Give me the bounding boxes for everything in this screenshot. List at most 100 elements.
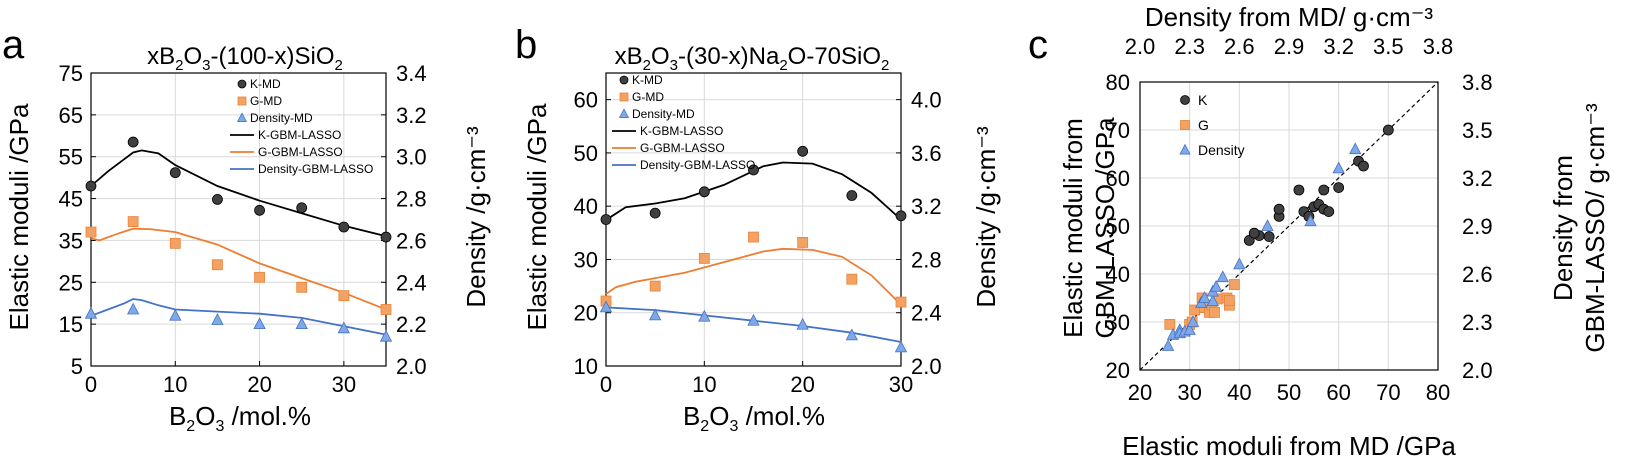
panel-b-point-density-md: [649, 308, 662, 321]
panel-b-ytick-right-label: 3.6: [911, 141, 942, 166]
panel-b-point-k-md: [649, 207, 661, 219]
panel-c-right-tick-label: 2.3: [1462, 310, 1493, 335]
panel-c-right-tick-label: 3.2: [1462, 166, 1493, 191]
panel-a-frame: [90, 72, 387, 367]
panel-b-point-k-md: [748, 164, 759, 176]
panel-c-point-density: [1349, 142, 1362, 155]
panel-a-point-density-md: [253, 317, 266, 330]
panel-a-legend-marker: [237, 79, 247, 89]
panel-a-ytick-left-label: 5: [71, 354, 83, 379]
panel-c-ytick-label: 30: [1106, 310, 1130, 335]
panel-a-xlabel: B2O3 /mol.%: [169, 401, 311, 435]
panel-c-right-tick-label: 2.9: [1462, 214, 1493, 239]
panel-a-point-g-md: [85, 226, 97, 238]
panel-c-point-g: [1224, 294, 1235, 306]
panel-c-point-k: [1358, 160, 1369, 172]
panel-a-xtick-label: 0: [85, 372, 97, 397]
panel-c: c Density from MD/ g·cm⁻³ 20 30 40 50 60 70 80…: [1028, 2, 1610, 461]
panel-a-point-k-md: [338, 221, 350, 233]
panel-c-point-k: [1263, 231, 1275, 242]
panel-c-ytick-label: 40: [1106, 262, 1130, 287]
panel-b-ytick-right-label: 4.0: [911, 88, 942, 113]
panel-a-line-g-gbm-lasso: [90, 227, 387, 311]
panel-a-point-g-md: [380, 304, 392, 315]
panel-c-point-density: [1206, 294, 1220, 307]
panel-c-top-tick-label: 2.3: [1174, 34, 1205, 59]
panel-c-legend-marker: [1180, 95, 1190, 105]
panel-a-ytick-right-label: 3.2: [396, 103, 427, 128]
panel-c-top-tick-label: 2.0: [1125, 34, 1156, 59]
panel-a-plot-area: 0 10 20 30 5 15 25 35 45 55 65 75 2.0 2.2 2.4 2.6 2.8 3.0…: [59, 61, 427, 397]
panel-a-legend-label: G-GBM-LASSO: [258, 145, 343, 159]
panel-b-point-g-md: [846, 273, 858, 285]
panel-c-ytick-label: 60: [1106, 166, 1130, 191]
panel-b-point-g-md: [748, 231, 759, 243]
panel-c-ytick-label: 50: [1106, 214, 1130, 239]
panel-a-xtick-label: 30: [332, 372, 356, 397]
panel-c-point-k: [1318, 184, 1330, 196]
panel-a-legend-label: Density-GBM-LASSO: [258, 162, 373, 176]
panel-b-xtick-label: 20: [790, 372, 814, 397]
panel-a-ytick-right-label: 2.0: [396, 354, 427, 379]
panel-a-legend-marker: [236, 112, 248, 122]
panel-b-point-k-md: [600, 214, 612, 225]
panel-c-point-density: [1161, 339, 1175, 351]
panel-a-point-density-md: [169, 308, 182, 321]
panel-c-point-k: [1382, 124, 1394, 136]
panel-c-xtick-label: 70: [1376, 380, 1400, 405]
panel-a-ytick-left-label: 45: [59, 187, 83, 212]
panel-a-point-density-md: [295, 317, 308, 330]
panel-b-legend-label: G-GBM-LASSO: [640, 141, 725, 155]
panel-b-ylabel-left: Elastic moduli /GPa: [522, 103, 552, 330]
panel-c-right-tick-label: 3.5: [1462, 118, 1493, 143]
panel-c-point-density: [1198, 291, 1211, 303]
panel-c-point-k: [1323, 206, 1335, 218]
panel-b-ylabel-right: Density /g·cm⁻³: [971, 126, 1001, 308]
panel-a-point-density-md: [379, 329, 393, 342]
panel-c-top-tick-label: 3.5: [1373, 34, 1404, 59]
panel-a-point-g-md: [296, 281, 308, 293]
panel-c-point-density: [1209, 279, 1223, 292]
panel-a-title: xB2O3-(100-x)SiO2: [147, 43, 343, 74]
panel-a-point-g-md: [127, 216, 139, 227]
panel-c-point-density: [1304, 214, 1317, 227]
panel-a-point-k-md: [296, 202, 308, 214]
panel-b-letter: b: [515, 23, 537, 67]
panel-a-ytick-left-label: 65: [59, 103, 83, 128]
panel-a-ytick-left-label: 25: [59, 270, 83, 295]
panel-b-xtick-label: 10: [692, 372, 716, 397]
panel-b-ytick-left-label: 60: [574, 88, 598, 113]
panel-b-point-density-md: [796, 317, 809, 330]
panel-c-xtick-label: 40: [1227, 380, 1251, 405]
panel-c-ylabel-right-line2: GBM-LASSO/ g·cm⁻³: [1580, 103, 1610, 353]
panel-b-xlabel: B2O3 /mol.%: [683, 401, 825, 435]
panel-c-legend-marker: [1180, 120, 1190, 130]
panel-a-point-density-md: [126, 302, 140, 315]
panel-c-xtick-label: 20: [1128, 380, 1152, 405]
panel-a-point-g-md: [212, 259, 223, 271]
panel-a-point-g-md: [254, 271, 265, 283]
panel-a-xtick-label: 20: [247, 372, 271, 397]
panel-a-point-density-md: [84, 306, 98, 319]
panel-c-xlabel-top: Density from MD/ g·cm⁻³: [1145, 2, 1434, 32]
panel-c-right-tick-label: 3.8: [1462, 70, 1493, 95]
panel-a-ytick-right-label: 3.0: [396, 145, 427, 170]
panel-b-ytick-left-label: 20: [574, 301, 598, 326]
panel-a-point-k-md: [254, 204, 265, 216]
panel-a-xtick-label: 10: [163, 372, 187, 397]
panel-c-top-tick-label: 3.2: [1323, 34, 1354, 59]
panel-c-xtick-label: 30: [1177, 380, 1201, 405]
panel-c-legend-label: Density: [1198, 142, 1245, 158]
panel-b-point-k-md: [895, 210, 907, 222]
panel-b-ytick-right-label: 3.2: [911, 194, 942, 219]
panel-a-point-k-md: [85, 180, 97, 192]
panel-a-letter: a: [2, 23, 25, 67]
panel-b-point-density-md: [845, 328, 858, 341]
panel-b-legend-marker: [619, 92, 629, 102]
panel-b-ytick-left-label: 10: [574, 354, 598, 379]
panel-c-frame: [1139, 81, 1439, 371]
panel-a-point-k-md: [169, 167, 181, 179]
panel-c-point-k: [1293, 184, 1305, 196]
panel-c-ytick-label: 70: [1106, 118, 1130, 143]
panel-c-top-tick-label: 2.9: [1274, 34, 1305, 59]
